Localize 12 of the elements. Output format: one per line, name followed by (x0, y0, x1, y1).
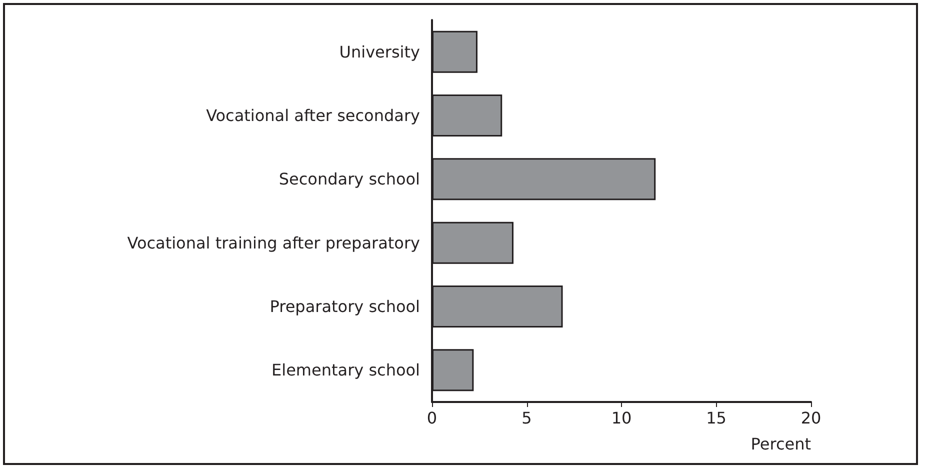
y-tick-label: Elementary school (272, 360, 420, 380)
x-tick-label: 5 (522, 408, 532, 428)
x-tick-label: 15 (706, 408, 726, 428)
x-axis-title: Percent (750, 434, 811, 454)
y-tick-label: Secondary school (278, 170, 420, 189)
x-tick-label: 20 (800, 408, 822, 428)
y-tick-label: Vocational training after preparatory (127, 233, 420, 252)
x-tick-label: 10 (611, 408, 632, 428)
y-tick-label: Preparatory school (270, 297, 420, 316)
y-tick-label: University (339, 42, 420, 62)
y-tick-label: Vocational after secondary (206, 106, 420, 125)
x-tick-label: 0 (426, 408, 438, 428)
